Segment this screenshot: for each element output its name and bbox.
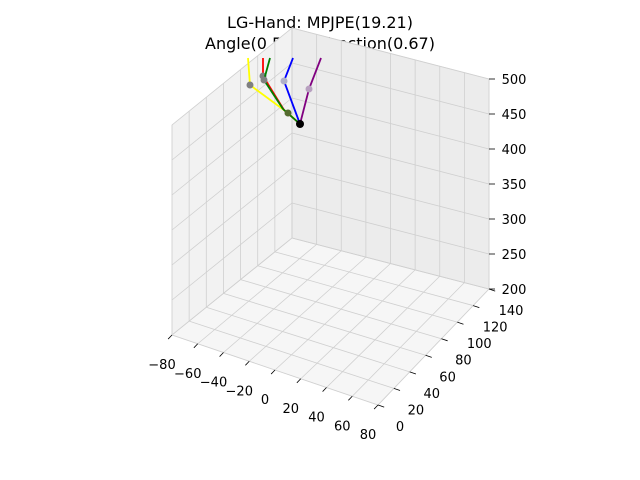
x-tick-label: −60 — [174, 367, 201, 382]
y-tick-mark — [473, 305, 480, 309]
x-tick-mark — [322, 387, 327, 392]
x-tick-mark — [245, 360, 250, 366]
y-tick-label: 100 — [467, 337, 492, 352]
finger-bone — [299, 88, 310, 125]
x-tick-mark — [167, 334, 173, 340]
x-tick-mark — [270, 369, 276, 375]
x-tick-mark — [193, 343, 199, 349]
z-grid-back — [291, 97, 490, 150]
x-tick-label: −20 — [226, 384, 253, 399]
y-tick-label: 20 — [408, 403, 425, 418]
z-grid-back — [291, 132, 490, 185]
finger-joint — [260, 76, 268, 84]
y-grid-floor — [189, 320, 394, 389]
x-grid-floor — [274, 263, 391, 371]
x-tick-label: −80 — [148, 358, 175, 373]
y-grid-floor — [274, 251, 474, 306]
y-tick-label: 0 — [396, 420, 404, 435]
x-grid-floor — [248, 256, 367, 362]
hand-skeleton — [246, 57, 322, 128]
x-tick-label: 40 — [308, 411, 325, 426]
x-tick-label: 80 — [360, 428, 377, 443]
x-grid-floor — [326, 275, 441, 388]
finger-joint — [284, 109, 292, 117]
z-grid-back — [291, 27, 490, 80]
x-grid-floor — [300, 269, 416, 380]
z-tick-label: 450 — [502, 108, 527, 123]
finger-joint — [305, 85, 313, 93]
z-grid-back — [291, 167, 490, 220]
x-grid-floor — [197, 244, 317, 345]
x-tick-label: −40 — [200, 376, 227, 391]
x-grid-floor — [351, 282, 465, 397]
y-grid-floor — [240, 279, 442, 340]
y-tick-label: 40 — [423, 387, 440, 402]
z-grid-left — [171, 132, 293, 231]
x-tick-mark — [219, 352, 224, 357]
y-tick-mark — [425, 354, 432, 358]
x-tick-label: 0 — [261, 393, 269, 408]
x-grid-floor — [223, 250, 342, 353]
x-tick-mark — [373, 404, 379, 410]
finger-chain-4 — [280, 57, 301, 125]
y-tick-mark — [409, 371, 417, 375]
finger-bone — [308, 57, 322, 90]
z-tick-label: 300 — [502, 213, 527, 228]
z-grid-back — [291, 202, 490, 255]
y-tick-label: 60 — [439, 370, 456, 385]
finger-joint — [246, 81, 254, 89]
finger-bone — [263, 57, 271, 81]
z-tick-label: 400 — [502, 143, 527, 158]
x-axis-ticks: −80−60−40−20 0 20 40 60 80 — [148, 334, 379, 443]
finger-joint — [280, 77, 288, 85]
z-grid-left — [171, 97, 293, 196]
axis-panes — [170, 26, 490, 406]
wrist-joint — [296, 120, 304, 128]
finger-bone — [247, 57, 251, 86]
y-tick-label: 120 — [483, 321, 508, 336]
y-grid-floor — [257, 265, 458, 323]
y-grid-floor — [223, 293, 426, 356]
finger-bone — [283, 80, 301, 125]
y-tick-mark — [377, 404, 385, 408]
z-grid-left — [171, 202, 293, 301]
y-grid-floor — [206, 306, 410, 373]
x-grid-floor — [377, 288, 490, 406]
z-tick-label: 500 — [502, 73, 527, 88]
y-tick-label: 80 — [455, 354, 472, 369]
z-grid-left — [171, 27, 293, 126]
x-tick-mark — [296, 378, 302, 384]
x-tick-mark — [348, 395, 353, 401]
z-tick-label: 250 — [502, 248, 527, 263]
x-tick-label: 60 — [334, 419, 351, 434]
finger-chain-5 — [299, 57, 322, 125]
chart-title-line1: LG-Hand: MPJPE(19.21) — [227, 13, 413, 32]
y-tick-label: 140 — [499, 304, 524, 319]
z-tick-label: 350 — [502, 178, 527, 193]
finger-bone — [263, 79, 284, 110]
y-tick-mark — [441, 338, 448, 342]
y-tick-mark — [393, 388, 401, 391]
z-axis-ticks: 200 250 300 350 400 450 500 — [489, 73, 526, 298]
x-tick-label: 20 — [282, 402, 299, 417]
y-tick-mark — [457, 321, 464, 325]
z-grid-back — [291, 62, 490, 115]
z-grid-back — [291, 237, 490, 290]
finger-bone — [283, 57, 294, 82]
z-tick-label: 200 — [502, 283, 527, 298]
z-grid-left — [171, 167, 293, 266]
z-grid-left — [171, 62, 293, 161]
z-grid-left — [171, 237, 293, 336]
